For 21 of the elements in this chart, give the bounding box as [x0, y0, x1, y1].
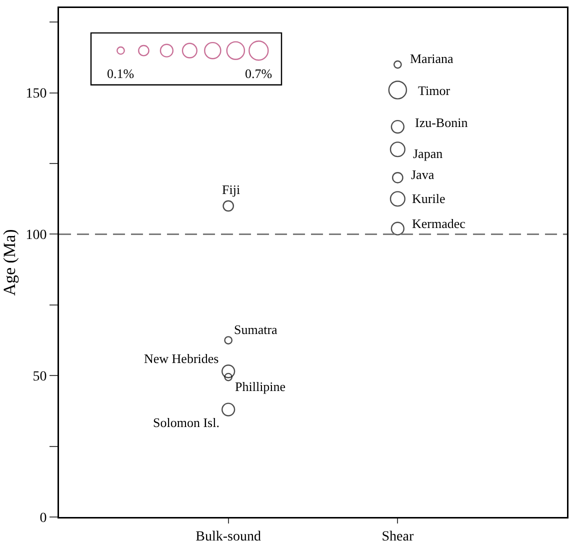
annotation: Kurile [412, 191, 446, 206]
annotation: Izu-Bonin [415, 115, 468, 130]
annotation: Sumatra [234, 322, 278, 337]
annotation: Mariana [410, 51, 454, 66]
annotation: New Hebrides [144, 351, 219, 366]
annotation: Phillipine [235, 379, 286, 394]
legend-label: 0.1% [107, 66, 134, 81]
annotation: Solomon Isl. [153, 415, 220, 430]
annotation: Java [411, 167, 434, 182]
annotation: Kermadec [412, 216, 466, 231]
annotation: Timor [418, 83, 451, 98]
y-tick-label: 100 [26, 228, 47, 244]
y-tick-label: 150 [26, 86, 47, 102]
x-tick-label: Shear [382, 529, 414, 542]
legend-label: 0.7% [245, 66, 272, 81]
annotation: Japan [413, 146, 444, 161]
y-tick-label: 0 [40, 510, 47, 526]
y-tick-label: 50 [32, 370, 47, 385]
y-axis-title: Age (Ma) [0, 229, 19, 296]
annotation: Fiji [222, 182, 240, 197]
x-tick-label: Bulk-sound [196, 529, 261, 542]
